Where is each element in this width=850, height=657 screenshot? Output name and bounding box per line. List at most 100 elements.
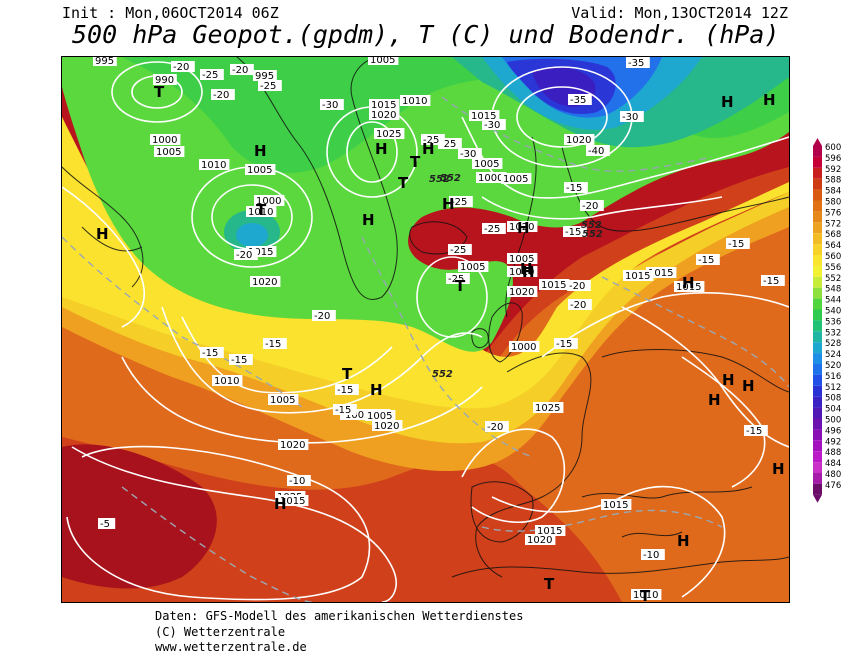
svg-text:H: H — [254, 142, 267, 160]
svg-text:552: 552 — [429, 174, 450, 185]
svg-text:-5: -5 — [100, 519, 110, 530]
high-center-marker: H — [442, 195, 455, 213]
high-center-marker: H — [96, 225, 109, 243]
svg-text:-15: -15 — [231, 355, 247, 366]
svg-text:-25: -25 — [202, 70, 218, 81]
svg-text:1005: 1005 — [474, 159, 499, 170]
isotherm-west — [62, 236, 303, 408]
legend-value: 552 — [825, 274, 841, 284]
legend-value: 588 — [825, 176, 841, 186]
pressure-label: 1010 — [212, 375, 243, 387]
red-pocket-sw — [62, 444, 217, 589]
svg-text:-15: -15 — [746, 426, 762, 437]
temperature-label: -30 — [320, 99, 344, 111]
legend-swatch — [813, 451, 822, 463]
legend-value: 492 — [825, 437, 841, 447]
isotherm-south-east — [481, 509, 723, 532]
svg-text:-20: -20 — [487, 422, 503, 433]
svg-text:1025: 1025 — [376, 129, 401, 140]
pressure-label: 1020 — [525, 534, 556, 546]
pressure-label: 1000 — [476, 172, 507, 184]
iberia-coast — [470, 481, 534, 543]
svg-text:H: H — [442, 195, 455, 213]
svg-text:1015: 1015 — [625, 271, 650, 282]
pressure-label: 1020 — [507, 286, 538, 298]
pressure-label: 1025 — [533, 402, 564, 414]
greenland-coast — [236, 57, 398, 300]
pressure-label: 1005 — [368, 57, 399, 66]
pressure-label: 1005 — [472, 158, 503, 170]
temperature-label: -5 — [98, 518, 116, 530]
temperature-label: -25 — [449, 196, 473, 208]
high-center-marker: H — [422, 140, 435, 158]
legend-value: 576 — [825, 208, 841, 218]
legend-value: 480 — [825, 470, 841, 480]
low-center-marker: T — [154, 83, 165, 101]
svg-text:552: 552 — [440, 173, 461, 184]
svg-text:-15: -15 — [565, 227, 581, 238]
svg-text:990: 990 — [155, 75, 174, 86]
svg-text:H: H — [763, 91, 776, 109]
legend-swatch — [813, 429, 822, 441]
pressure-label: 1020 — [507, 221, 538, 233]
temperature-label: -20 — [234, 249, 258, 261]
temperature-label: -10 — [641, 549, 665, 561]
svg-text:1010: 1010 — [201, 160, 226, 171]
svg-text:552: 552 — [432, 369, 453, 380]
svg-text:T: T — [398, 174, 409, 192]
height-label: 552 — [429, 174, 450, 185]
temperature-label: -30 — [620, 111, 644, 123]
legend-value: 592 — [825, 165, 841, 175]
svg-text:1015: 1015 — [648, 268, 673, 279]
svg-text:-20: -20 — [314, 311, 330, 322]
legend-value: 516 — [825, 372, 841, 382]
svg-text:1015: 1015 — [371, 100, 396, 111]
website-credit: www.wetterzentrale.de — [155, 640, 307, 654]
svg-text:H: H — [522, 263, 535, 281]
legend-swatch — [813, 298, 822, 310]
svg-text:1020: 1020 — [566, 135, 591, 146]
isobar-low-nw — [111, 61, 203, 123]
temperature-label: -15 — [564, 182, 588, 194]
svg-text:T: T — [410, 153, 421, 171]
legend-value: 580 — [825, 198, 841, 208]
legend-value: 496 — [825, 426, 841, 436]
svg-text:H: H — [721, 93, 734, 111]
low-center-marker: T — [398, 174, 409, 192]
svg-text:-10: -10 — [643, 550, 659, 561]
legend-value: 568 — [825, 230, 841, 240]
temperature-label: -15 — [696, 254, 720, 266]
svg-text:1020: 1020 — [252, 277, 277, 288]
svg-text:1005: 1005 — [509, 254, 534, 265]
svg-text:H: H — [708, 391, 721, 409]
legend-swatch — [813, 440, 822, 452]
temperature-label: -15 — [563, 226, 587, 238]
svg-text:-15: -15 — [566, 183, 582, 194]
temperature-label: -15 — [761, 275, 785, 287]
legend-value: 548 — [825, 285, 841, 295]
isotherm-south — [121, 486, 313, 602]
copyright-credit: (C) Wetterzentrale — [155, 625, 286, 639]
legend-value: 544 — [825, 296, 841, 306]
isobar-high-greenland-inner — [346, 121, 398, 183]
legend-swatch — [813, 331, 822, 343]
svg-text:1015: 1015 — [603, 500, 628, 511]
svg-text:1005: 1005 — [460, 262, 485, 273]
legend-swatch — [813, 418, 822, 430]
svg-text:-20: -20 — [213, 90, 229, 101]
contour-band-552 — [62, 117, 789, 409]
legend-swatch — [813, 473, 822, 484]
temperature-label: -35 — [626, 57, 650, 69]
temperature-label: -25 — [438, 138, 462, 150]
legend-arrow-top — [813, 138, 822, 146]
mediterranean-coast — [581, 486, 753, 538]
high-center-marker: H — [522, 263, 535, 281]
legend-swatch — [813, 146, 822, 157]
legend-value: 540 — [825, 307, 841, 317]
pressure-label: 1010 — [631, 589, 662, 601]
svg-text:1005: 1005 — [370, 57, 395, 66]
svg-text:1005: 1005 — [345, 410, 370, 421]
legend-value: 560 — [825, 252, 841, 262]
cold-pocket-west-core — [236, 223, 268, 247]
high-center-marker: H — [763, 91, 776, 109]
